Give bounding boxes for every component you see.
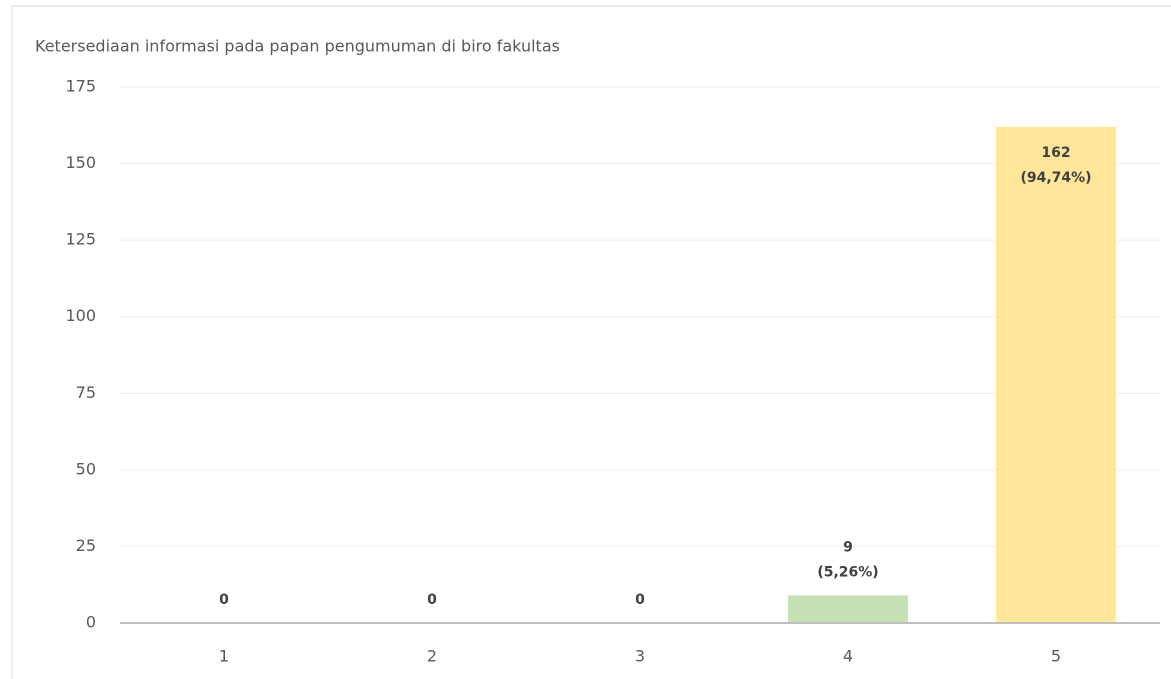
- data-label: 0: [219, 592, 229, 608]
- chart-frame: [11, 5, 1171, 679]
- data-label: 0: [635, 592, 645, 608]
- data-label: 0: [427, 592, 437, 608]
- data-label: 162 (94,74%): [1020, 145, 1091, 186]
- x-tick-label: 2: [427, 647, 437, 666]
- x-tick-label: 4: [843, 647, 853, 666]
- y-tick-label: 25: [76, 536, 96, 555]
- y-tick-label: 0: [86, 613, 96, 632]
- data-label: 9 (5,26%): [817, 539, 878, 580]
- y-tick-label: 150: [65, 153, 96, 172]
- y-tick-label: 125: [65, 230, 96, 249]
- bar: [996, 126, 1116, 624]
- chart-title: Ketersediaan informasi pada papan pengum…: [35, 37, 560, 56]
- x-tick-label: 3: [635, 647, 645, 666]
- x-tick-label: 5: [1051, 647, 1061, 666]
- y-tick-label: 50: [76, 459, 96, 478]
- y-tick-label: 175: [65, 77, 96, 96]
- bar: [788, 595, 908, 623]
- y-tick-label: 100: [65, 306, 96, 325]
- y-tick-label: 75: [76, 383, 96, 402]
- x-tick-label: 1: [219, 647, 229, 666]
